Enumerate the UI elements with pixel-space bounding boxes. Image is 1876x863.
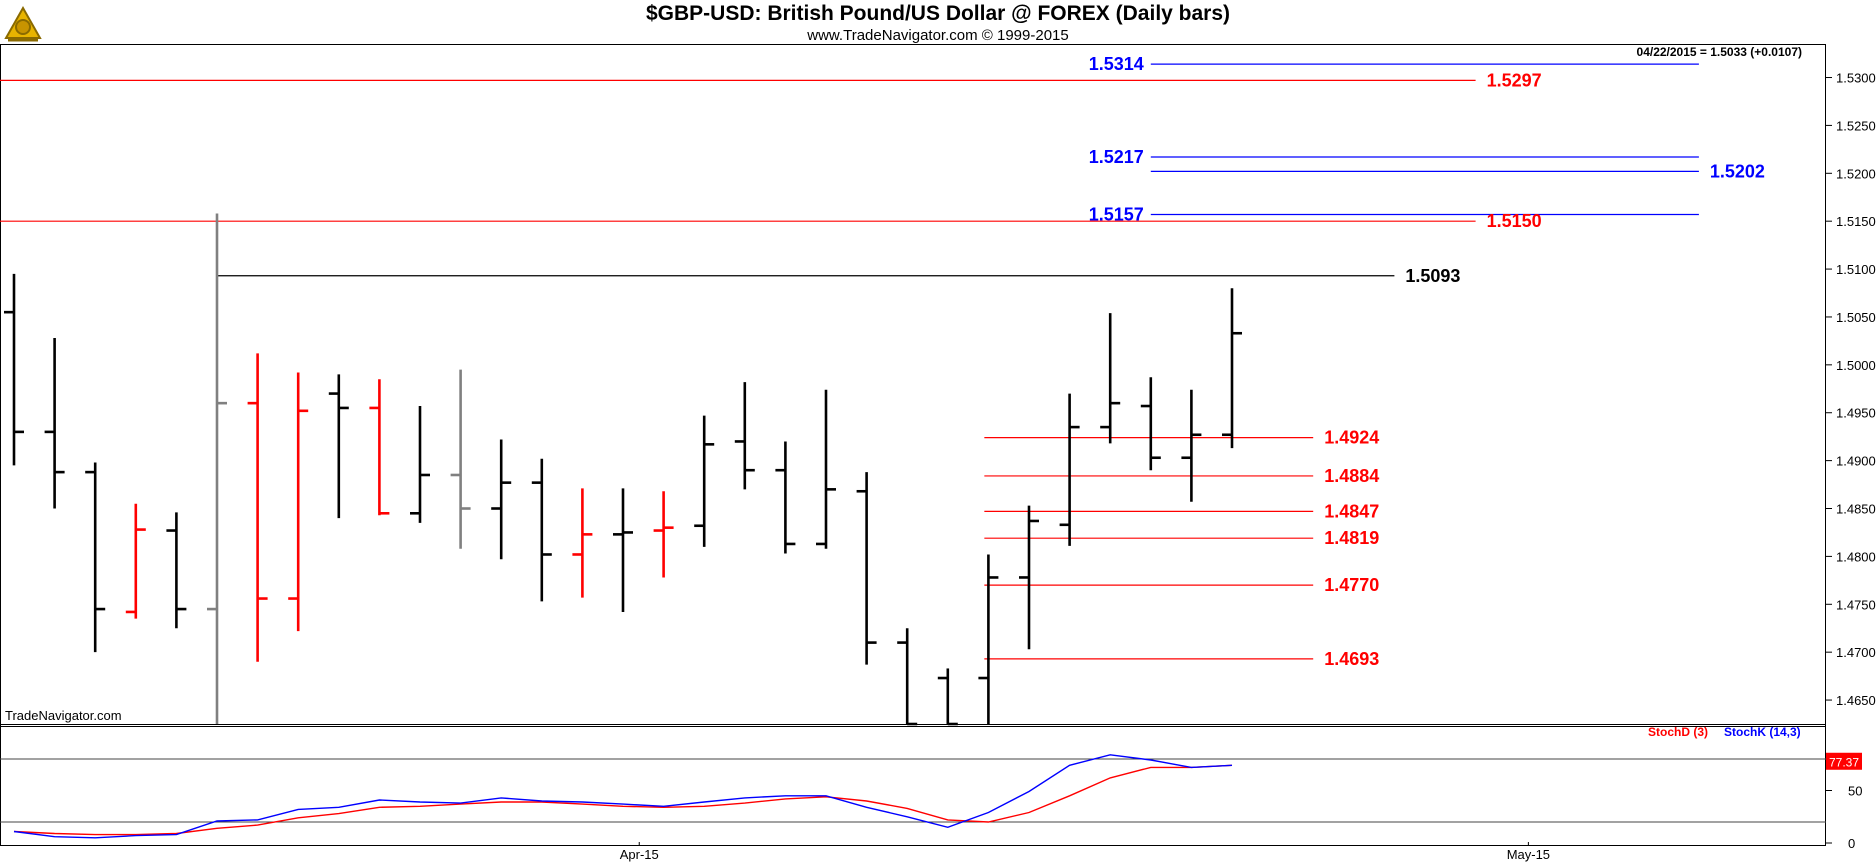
watermark-label: TradeNavigator.com [5,708,122,723]
price-tick-label: 1.4950 [1836,406,1876,421]
level-label: 1.5314 [1089,54,1144,74]
trade-navigator-logo-icon [4,5,42,42]
price-tick-label: 1.4700 [1836,645,1876,660]
level-label: 1.5157 [1089,204,1144,224]
price-tick-label: 1.5300 [1836,71,1876,86]
level-label: 1.5297 [1487,70,1542,90]
level-label: 1.4847 [1324,501,1379,521]
stochk-legend: StochK (14,3) [1724,725,1801,739]
price-tick-label: 1.4750 [1836,597,1876,612]
level-label: 1.4770 [1324,575,1379,595]
level-label: 1.4884 [1324,466,1379,486]
level-label: 1.5202 [1710,161,1765,181]
price-tick-label: 1.4800 [1836,549,1876,564]
level-label: 1.5150 [1487,211,1542,231]
level-label: 1.4819 [1324,528,1379,548]
date-tick-label: May-15 [1507,847,1550,862]
price-tick-label: 1.4850 [1836,502,1876,517]
price-panel-frame [0,44,1826,725]
level-label: 1.5217 [1089,147,1144,167]
chart-subtitle: www.TradeNavigator.com © 1999-2015 [807,27,1069,44]
price-tick-label: 1.4900 [1836,454,1876,469]
price-tick-label: 1.5000 [1836,358,1876,373]
stochastic-tick-label: 50 [1848,784,1862,799]
level-label: 1.4693 [1324,649,1379,669]
last-stochastic-value: 77.37 [1829,755,1859,769]
date-tick-label: Apr-15 [620,847,659,862]
stochastic-panel-frame [0,724,1826,846]
stochd-legend: StochD (3) [1648,725,1708,739]
price-tick-label: 1.4650 [1836,693,1876,708]
stochastic-tick-label: 0 [1848,836,1855,851]
stochd-line[interactable] [13,764,1233,836]
last-stochastic-badge [1826,752,1862,770]
price-tick-label: 1.5150 [1836,214,1876,229]
price-tick-label: 1.5100 [1836,262,1876,277]
price-tick-label: 1.5250 [1836,118,1876,133]
stochk-line[interactable] [13,754,1233,839]
price-tick-label: 1.5200 [1836,166,1876,181]
price-tick-label: 1.5050 [1836,310,1876,325]
level-label: 1.5093 [1405,266,1460,286]
last-price-readout: 04/22/2015 = 1.5033 (+0.0107) [1637,45,1802,59]
chart-title: $GBP-USD: British Pound/US Dollar @ FORE… [645,2,1231,25]
level-label: 1.4924 [1324,428,1379,448]
